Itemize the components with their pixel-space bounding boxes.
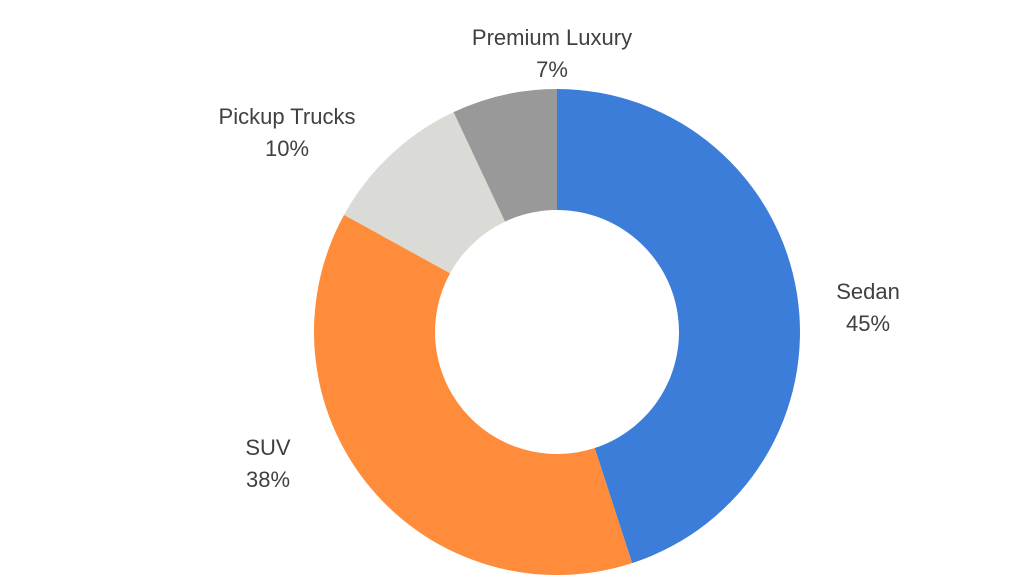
data-label-name-sedan: Sedan [836, 279, 900, 304]
data-label-name-pickup-trucks: Pickup Trucks [219, 104, 356, 129]
data-label-pct-suv: 38% [246, 467, 290, 492]
donut-slices [314, 89, 801, 575]
data-label-pct-sedan: 45% [846, 311, 890, 336]
slice-suv [314, 214, 633, 575]
data-label-name-premium-luxury: Premium Luxury [472, 25, 632, 50]
slice-sedan [557, 89, 801, 564]
data-labels: Sedan 45% SUV 38% Pickup Trucks 10% Premium Lu… [219, 25, 900, 492]
data-label-name-suv: SUV [245, 435, 291, 460]
data-label-pct-pickup-trucks: 10% [265, 136, 309, 161]
slice-premium-luxury [453, 89, 557, 222]
data-label-pct-premium-luxury: 7% [536, 57, 568, 82]
slice-pickup-trucks [344, 112, 506, 274]
